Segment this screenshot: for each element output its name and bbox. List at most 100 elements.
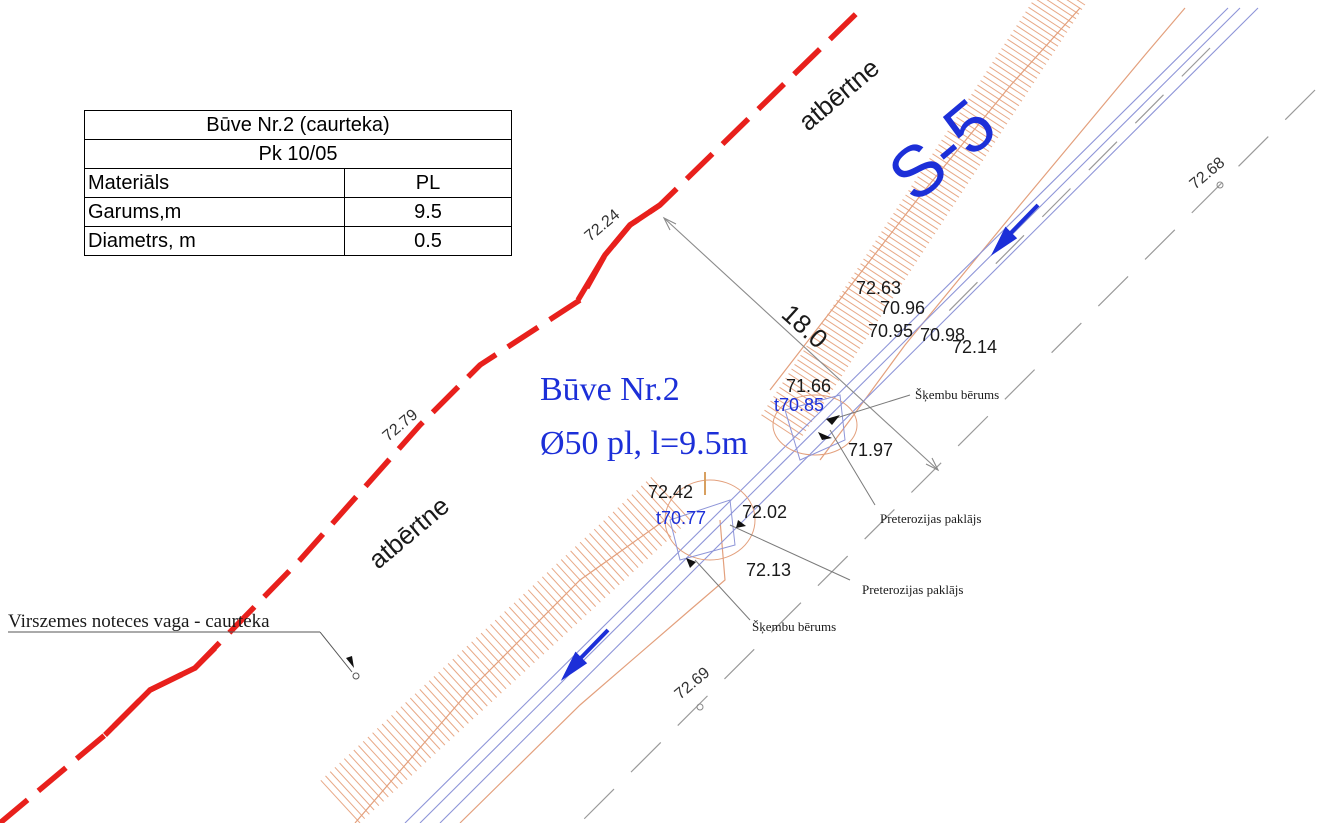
elevation-72-69: 72.69	[672, 664, 714, 703]
hatch-line	[773, 396, 813, 423]
hatch-line	[343, 758, 384, 802]
hatch-line	[899, 203, 939, 230]
hatch-line	[636, 489, 677, 534]
surface-channel-leader	[8, 631, 360, 680]
hatch-line	[612, 511, 653, 555]
hatch-line	[471, 641, 512, 685]
hatch-line	[782, 382, 822, 409]
hatch-line	[603, 520, 644, 564]
hatch-line	[551, 567, 592, 612]
hatch-line	[788, 373, 828, 400]
hatch-line	[325, 775, 366, 820]
hatch-line	[400, 706, 441, 750]
elevation-70-96: 70.96	[880, 298, 925, 318]
dimension-18	[662, 216, 940, 472]
surface-channel-marker	[346, 656, 354, 668]
hatch-line	[329, 771, 370, 815]
hatch-line	[607, 515, 648, 560]
culvert-marker-arrows	[686, 415, 840, 568]
hatch-line	[424, 684, 465, 729]
hatch-line	[1076, 0, 1086, 6]
hatch-line	[761, 414, 801, 441]
hatch-line	[560, 559, 601, 603]
hatch-line	[800, 354, 840, 381]
spec-table-title-row: Būve Nr.2 (caurteka)	[84, 110, 512, 140]
elevation-70-95: 70.95	[868, 321, 913, 341]
hatch-line	[1019, 20, 1059, 47]
hatch-line	[839, 295, 879, 322]
hatch-line	[980, 80, 1020, 107]
hatch-line	[902, 199, 942, 226]
spec-row-value: PL	[344, 168, 512, 198]
elevation-72-14: 72.14	[952, 337, 997, 357]
hatch-line	[593, 528, 634, 573]
culvert-structure-lower	[664, 472, 851, 621]
hatch-line	[833, 304, 873, 331]
hatch-line	[845, 286, 885, 313]
hatch-line	[947, 130, 987, 157]
hatch-line	[917, 176, 957, 203]
hatch-line	[809, 341, 849, 368]
hatch-line	[457, 654, 498, 698]
ditch-slope-hatch-lower	[320, 476, 691, 823]
road-edge-dashed	[579, 47, 1316, 823]
hatch-line	[367, 736, 408, 781]
hatch-line	[920, 171, 960, 198]
hatch-line	[992, 61, 1032, 88]
hatch-line	[1013, 29, 1053, 56]
dimension-18-label: 18.0	[776, 298, 834, 354]
hatch-line	[372, 732, 413, 776]
hatch-line	[905, 194, 945, 221]
hatch-line	[475, 637, 516, 681]
hatch-line	[797, 359, 837, 386]
hatch-line	[433, 676, 474, 720]
hatch-line	[887, 222, 927, 249]
hatch-line	[998, 52, 1038, 79]
hatch-line	[617, 507, 658, 551]
hatch-line	[376, 727, 417, 772]
hatch-line	[508, 606, 549, 651]
hatch-line	[779, 386, 819, 413]
hatch-line	[358, 745, 399, 789]
hatch-line	[584, 537, 625, 581]
structure-spec: Ø50 pl, l=9.5m	[540, 425, 748, 462]
hatch-line	[414, 693, 455, 737]
hatch-line	[622, 502, 663, 547]
hatch-line	[935, 148, 975, 175]
table-row: Garums,m 9.5	[84, 197, 512, 227]
hatch-line	[1025, 11, 1065, 38]
flow-arrow-upper	[990, 203, 1040, 256]
hatch-line	[480, 632, 521, 677]
ditch-edge-lower-right	[459, 519, 726, 823]
hatch-line	[959, 112, 999, 139]
hatch-line	[977, 84, 1017, 111]
hatch-line	[1031, 2, 1071, 29]
hatch-line	[419, 689, 460, 733]
hatch-line	[791, 368, 831, 395]
surface-channel-label: Virszemes noteces vaga - caurteka	[8, 611, 270, 632]
crushed-stone-label-upper: Šķembu bērums	[915, 387, 999, 402]
hatch-line	[452, 658, 493, 703]
elevation-72-02: 72.02	[742, 502, 787, 522]
hatch-line	[893, 212, 933, 239]
hatch-line	[956, 116, 996, 143]
crushed-stone-label-lower: Šķembu bērums	[752, 619, 836, 634]
hatch-line	[466, 645, 507, 690]
bottom-elevation-70-85: t70.85	[774, 395, 824, 415]
hatch-line	[851, 276, 891, 304]
hatch-line	[941, 139, 981, 166]
culvert-structure-upper	[772, 394, 911, 506]
hatch-line	[848, 281, 888, 308]
hatch-line	[409, 697, 450, 742]
embankment-line-solid-segment-2	[575, 202, 662, 302]
hatch-line	[513, 602, 554, 646]
hatch-line	[950, 125, 990, 152]
hatch-line	[881, 231, 921, 258]
hatch-line	[770, 400, 810, 427]
hatch-line	[857, 267, 897, 294]
hatch-line	[626, 498, 667, 542]
hatch-line	[869, 249, 909, 276]
hatch-line	[395, 710, 436, 755]
elevation-71-97: 71.97	[848, 440, 893, 460]
hatch-line	[989, 66, 1029, 93]
